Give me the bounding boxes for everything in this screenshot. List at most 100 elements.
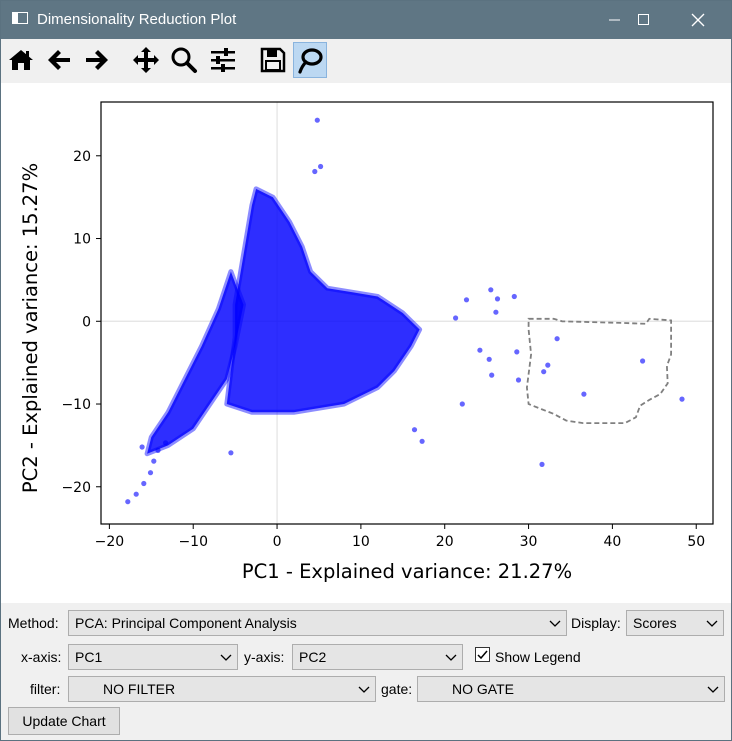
- display-select[interactable]: Scores: [626, 610, 724, 636]
- filter-value: NO FILTER: [103, 681, 176, 697]
- lasso-button[interactable]: [293, 42, 327, 78]
- chevron-down-icon: [549, 620, 561, 627]
- data-point: [545, 362, 551, 368]
- x-tick-label: 10: [352, 534, 370, 550]
- method-label: Method:: [8, 615, 59, 631]
- data-point: [554, 336, 560, 342]
- y-tick-label: 0: [82, 314, 91, 330]
- data-point: [141, 480, 147, 487]
- data-point: [511, 293, 517, 300]
- data-point: [539, 461, 545, 467]
- data-point: [679, 396, 685, 402]
- data-point: [147, 470, 154, 476]
- maximize-button[interactable]: [621, 1, 667, 39]
- x-tick-label: 30: [520, 534, 538, 550]
- scatter-plot: −20 −10 0 10 20 30 40 50 −20 −10 0 10 20 PC1 - Expla…: [19, 101, 714, 583]
- maximize-icon: [638, 14, 649, 25]
- data-point: [419, 438, 425, 444]
- data-point: [640, 358, 646, 364]
- save-icon: [260, 47, 286, 73]
- data-point: [494, 296, 501, 302]
- app-window-icon: [12, 12, 28, 24]
- pan-button[interactable]: [129, 42, 163, 78]
- x-axis-select[interactable]: PC1: [68, 644, 238, 670]
- data-point: [228, 450, 234, 456]
- dense-point-cluster: [144, 269, 246, 457]
- gate-select[interactable]: NO GATE: [417, 676, 725, 702]
- zoom-button[interactable]: [167, 42, 201, 78]
- plot-toolbar: [1, 39, 731, 83]
- chevron-down-icon: [358, 686, 370, 693]
- plot-canvas[interactable]: −20 −10 0 10 20 30 40 50 −20 −10 0 10 20 PC1 - Expla…: [1, 83, 731, 603]
- data-point: [133, 491, 139, 497]
- x-tick-label: 50: [687, 534, 705, 550]
- window-title: Dimensionality Reduction Plot: [37, 11, 237, 28]
- close-icon: [691, 13, 705, 27]
- home-icon: [9, 50, 33, 70]
- x-tick-label: −20: [95, 534, 125, 550]
- data-point: [314, 117, 320, 123]
- back-button[interactable]: [42, 42, 76, 78]
- data-point: [489, 372, 495, 378]
- configure-subplots-icon: [211, 48, 235, 72]
- data-point: [163, 440, 169, 446]
- show-legend-checkbox[interactable]: [475, 647, 490, 662]
- x-axis-field-label: x-axis:: [21, 649, 62, 665]
- display-value: Scores: [633, 615, 677, 631]
- method-select[interactable]: PCA: Principal Component Analysis: [68, 610, 567, 636]
- gate-label: gate:: [381, 681, 413, 697]
- data-point: [139, 444, 145, 450]
- data-point: [486, 356, 492, 362]
- method-value: PCA: Principal Component Analysis: [75, 615, 297, 631]
- minimize-icon: [609, 19, 620, 21]
- x-tick-label: 0: [273, 534, 282, 550]
- filter-label: filter:: [30, 681, 61, 697]
- y-axis-label: PC2 - Explained variance: 15.27%: [19, 163, 42, 493]
- y-axis-field-label: y-axis:: [244, 649, 285, 665]
- x-tick-label: 20: [436, 534, 454, 550]
- close-button[interactable]: [675, 1, 721, 39]
- y-axis-select[interactable]: PC2: [292, 644, 463, 670]
- data-point: [477, 347, 483, 353]
- data-point: [459, 401, 465, 407]
- data-point: [155, 447, 161, 453]
- y-tick-label: 10: [73, 232, 91, 248]
- update-chart-button[interactable]: Update Chart: [8, 707, 120, 735]
- data-point: [493, 309, 499, 315]
- data-point: [515, 377, 522, 383]
- data-point: [581, 391, 587, 397]
- data-point: [488, 287, 494, 293]
- y-tick-label: −20: [61, 480, 91, 496]
- data-point: [151, 458, 157, 464]
- gate-value: NO GATE: [452, 681, 514, 697]
- y-tick-label: −10: [61, 397, 91, 413]
- back-arrow-icon: [48, 50, 70, 70]
- chevron-down-icon: [445, 654, 457, 661]
- y-axis-value: PC2: [299, 649, 327, 665]
- x-tick-label: 40: [603, 534, 621, 550]
- x-axis-value: PC1: [75, 649, 103, 665]
- data-point: [453, 315, 459, 321]
- axes-frame: [100, 101, 714, 525]
- data-point: [312, 168, 318, 175]
- x-tick-label: −10: [178, 534, 208, 550]
- forward-button[interactable]: [80, 42, 114, 78]
- pan-icon: [133, 47, 159, 73]
- data-point: [318, 163, 324, 170]
- minimize-button[interactable]: [592, 1, 638, 39]
- chevron-down-icon: [706, 620, 718, 627]
- home-button[interactable]: [4, 42, 38, 78]
- chevron-down-icon: [220, 654, 232, 661]
- show-legend-label: Show Legend: [495, 649, 581, 665]
- data-point: [463, 297, 470, 303]
- save-button[interactable]: [256, 42, 290, 78]
- filter-select[interactable]: NO FILTER: [68, 676, 376, 702]
- data-point: [411, 427, 418, 433]
- data-point: [514, 349, 520, 355]
- controls-panel: Method: PCA: Principal Component Analysi…: [1, 603, 731, 740]
- y-tick-label: 20: [73, 149, 91, 165]
- data-point: [125, 499, 131, 505]
- chevron-down-icon: [707, 686, 719, 693]
- configure-subplots-button[interactable]: [206, 42, 240, 78]
